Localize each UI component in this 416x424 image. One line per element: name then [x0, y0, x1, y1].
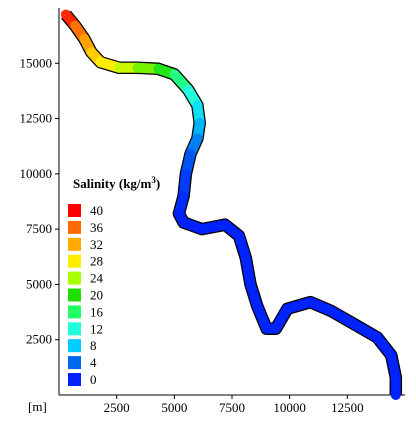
legend-label: 36	[90, 220, 104, 235]
legend-label: 20	[90, 288, 103, 303]
legend-swatch	[68, 271, 81, 285]
legend-swatch	[68, 373, 81, 386]
y-tick-label: 7500	[26, 221, 52, 236]
legend-label: 16	[90, 304, 104, 319]
x-tick-label: 12500	[331, 400, 364, 415]
legend-label: 0	[90, 372, 97, 387]
x-tick-label: 2500	[104, 400, 130, 415]
legend-title-sup: 3	[151, 175, 156, 185]
legend-swatch	[68, 254, 81, 268]
legend-swatch	[68, 237, 81, 251]
y-tick-label: 2500	[26, 332, 52, 347]
x-tick-label: 10000	[273, 400, 306, 415]
x-axis-ticks: 2500 5000 7500 10000 12500	[104, 395, 364, 415]
x-tick-label: 7500	[219, 400, 245, 415]
legend-title-prefix: Salinity (kg/m	[73, 176, 152, 191]
legend-swatch	[68, 305, 81, 319]
legend-swatch	[68, 204, 81, 217]
legend-title: Salinity (kg/m3)	[73, 175, 160, 191]
legend-label: 12	[90, 321, 103, 336]
legend-label: 24	[90, 271, 104, 286]
legend-label: 40	[90, 203, 103, 218]
legend-swatch	[68, 220, 81, 234]
legend-swatch	[68, 339, 81, 353]
legend-swatch	[68, 356, 81, 370]
legend-label: 8	[90, 338, 97, 353]
legend-swatch	[68, 288, 81, 302]
legend-label: 4	[90, 355, 97, 370]
river-channel	[60, 9, 403, 400]
legend-label: 28	[90, 254, 103, 269]
x-tick-label: 5000	[161, 400, 187, 415]
y-axis-ticks: 2500 5000 7500 10000 12500 15000	[20, 55, 59, 347]
x-unit-label: [m]	[28, 399, 47, 414]
legend-label: 32	[90, 237, 103, 252]
legend-title-suffix: )	[156, 176, 160, 191]
y-tick-label: 12500	[20, 111, 53, 126]
y-tick-label: 10000	[20, 166, 53, 181]
y-tick-label: 5000	[26, 276, 52, 291]
y-tick-label: 15000	[20, 55, 53, 70]
legend-swatch	[68, 322, 81, 336]
